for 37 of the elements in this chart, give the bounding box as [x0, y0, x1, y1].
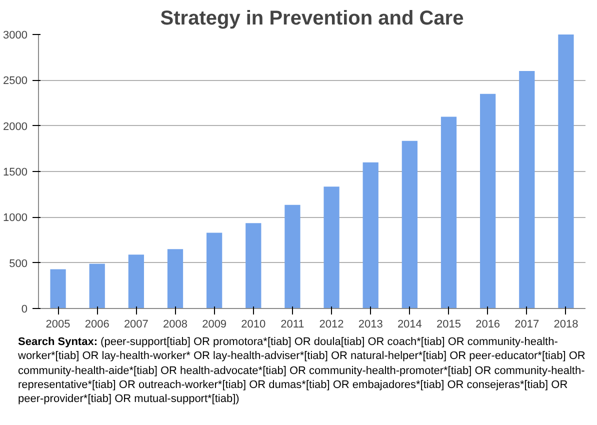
bar [324, 186, 340, 308]
bar [519, 71, 535, 308]
bar [440, 116, 457, 308]
x-tick-label: 2007 [124, 318, 148, 330]
bar [89, 264, 105, 308]
bar [167, 249, 184, 308]
x-tick-label: 2005 [46, 318, 70, 330]
bar [284, 204, 300, 308]
bar [558, 34, 574, 308]
x-tick-label: 2006 [84, 318, 110, 330]
x-tick-label: 2012 [319, 318, 344, 330]
y-tick-label: 0 [21, 304, 28, 316]
y-tick-label: 2000 [3, 120, 28, 133]
x-tick-label: 2016 [476, 318, 500, 330]
bar [50, 269, 66, 308]
x-tick-label: 2010 [241, 318, 266, 330]
x-tick-label: 2018 [554, 318, 578, 330]
bar [206, 232, 222, 308]
text: Search Syntax: (peer-support[tiab] OR promotora*[tiab] OR doula[tiab] OR coach*[tiab] OR community-health-worker*[tiab] OR lay-health-worker* OR lay-health-adviser*[tiab] OR natural-helper*[tiab] OR peer-educator*[tiab] OR community-health-aide*[tiab] OR health-advocate*[tiab] OR community-health-promoter*[tiab] OR community-health-representative*[tiab] OR outreach-worker*[tiab] OR dumas*[tiab] OR embajadores*[tiab] OR consejeras*[tiab] OR peer-provider*[tiab] OR mutual-support*[tiab]) [18, 335, 586, 406]
chart-title: Strategy in Prevention and Care [160, 8, 464, 30]
x-tick-label: 2015 [436, 318, 461, 330]
y-tick-label: 2500 [3, 75, 28, 88]
x-tick-label: 2009 [202, 318, 227, 330]
bar [128, 254, 144, 308]
x-tick-label: 2014 [397, 318, 422, 330]
x-tick-label: 2008 [163, 318, 188, 330]
x-tick-label: 2011 [280, 318, 304, 330]
bar [246, 223, 262, 308]
x-tick-label: 2013 [358, 318, 383, 330]
y-tick-label: 500 [9, 258, 28, 270]
bar [480, 94, 496, 308]
bar [362, 162, 378, 308]
y-tick-label: 3000 [3, 30, 28, 42]
y-tick-label: 1500 [3, 166, 28, 178]
bar [402, 140, 418, 308]
y-tick-label: 1000 [3, 212, 28, 224]
x-tick-label: 2017 [514, 318, 540, 330]
